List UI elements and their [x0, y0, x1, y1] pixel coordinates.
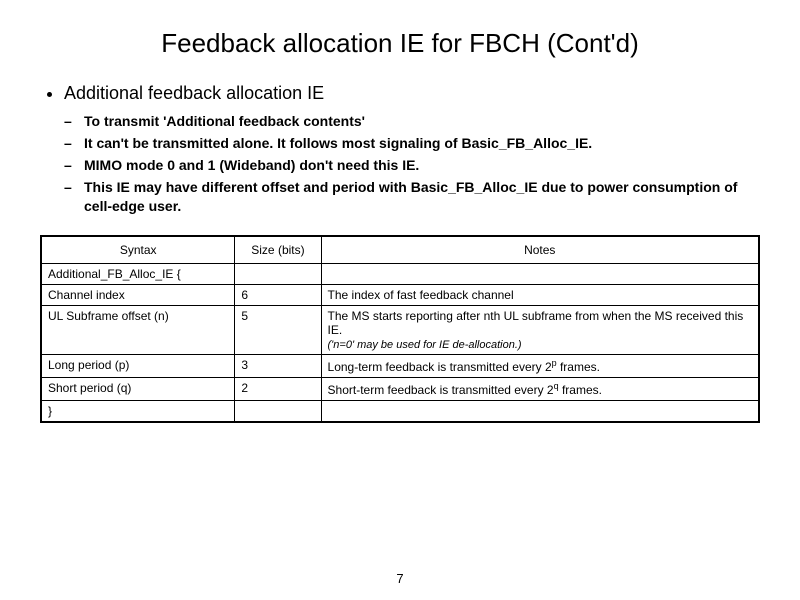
cell-size	[235, 401, 321, 423]
table-row: Short period (q) 2 Short-term feedback i…	[41, 378, 759, 401]
page-number: 7	[0, 571, 800, 586]
table-row: Long period (p) 3 Long-term feedback is …	[41, 355, 759, 378]
cell-syntax: Channel index	[41, 285, 235, 306]
syntax-close-brace: }	[41, 401, 235, 423]
cell-notes: The MS starts reporting after nth UL sub…	[321, 306, 759, 355]
cell-syntax: Short period (q)	[41, 378, 235, 401]
cell-notes: The index of fast feedback channel	[321, 285, 759, 306]
notes-main: The MS starts reporting after nth UL sub…	[328, 309, 744, 337]
cell-size: 2	[235, 378, 321, 401]
cell-syntax: Long period (p)	[41, 355, 235, 378]
table-header-row: Syntax Size (bits) Notes	[41, 236, 759, 264]
cell-size: 5	[235, 306, 321, 355]
cell-size: 6	[235, 285, 321, 306]
cell-size	[235, 264, 321, 285]
cell-notes: Long-term feedback is transmitted every …	[321, 355, 759, 378]
cell-syntax: UL Subframe offset (n)	[41, 306, 235, 355]
ie-table: Syntax Size (bits) Notes Additional_FB_A…	[40, 235, 760, 423]
header-notes: Notes	[321, 236, 759, 264]
sub-bullet: MIMO mode 0 and 1 (Wideband) don't need …	[84, 156, 760, 175]
notes-pre: Long-term feedback is transmitted every …	[328, 360, 552, 374]
table-row: Channel index 6 The index of fast feedba…	[41, 285, 759, 306]
cell-notes: Short-term feedback is transmitted every…	[321, 378, 759, 401]
sub-bullet-list: To transmit 'Additional feedback content…	[40, 112, 760, 215]
table-row: Additional_FB_Alloc_IE {	[41, 264, 759, 285]
slide-title: Feedback allocation IE for FBCH (Cont'd)	[40, 28, 760, 59]
header-syntax: Syntax	[41, 236, 235, 264]
notes-post: frames.	[557, 360, 600, 374]
main-bullet-list: Additional feedback allocation IE	[40, 83, 760, 104]
main-bullet: Additional feedback allocation IE	[64, 83, 760, 104]
notes-post: frames.	[559, 383, 602, 397]
cell-notes	[321, 264, 759, 285]
sub-bullet: To transmit 'Additional feedback content…	[84, 112, 760, 131]
cell-notes	[321, 401, 759, 423]
table-row: }	[41, 401, 759, 423]
cell-size: 3	[235, 355, 321, 378]
table-row: UL Subframe offset (n) 5 The MS starts r…	[41, 306, 759, 355]
sub-bullet: This IE may have different offset and pe…	[84, 178, 760, 216]
notes-sub: ('n=0' may be used for IE de-allocation.…	[328, 339, 522, 351]
header-size: Size (bits)	[235, 236, 321, 264]
syntax-open-brace: Additional_FB_Alloc_IE {	[41, 264, 235, 285]
sub-bullet: It can't be transmitted alone. It follow…	[84, 134, 760, 153]
notes-pre: Short-term feedback is transmitted every…	[328, 383, 554, 397]
